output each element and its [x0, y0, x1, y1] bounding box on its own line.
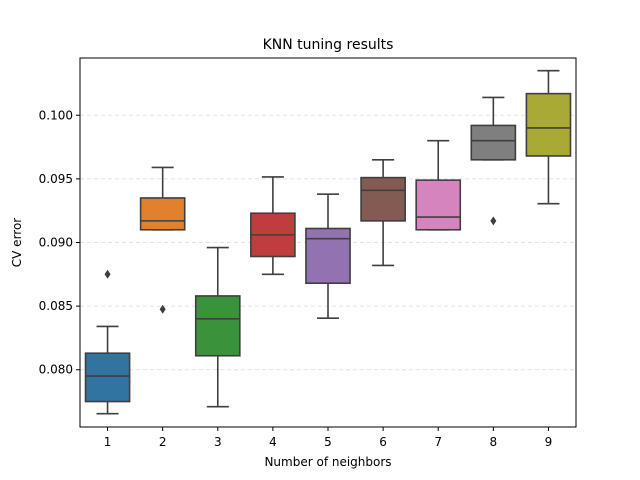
box-9 [525, 69, 572, 205]
box-iqr [525, 92, 572, 157]
box-2 [139, 166, 186, 314]
y-axis-title: CV error [10, 218, 24, 268]
y-tick-label: 0.090 [39, 236, 73, 250]
x-tick-label: 3 [214, 435, 222, 449]
x-tick-label: 7 [434, 435, 442, 449]
box-plots [84, 69, 572, 415]
box-4 [250, 176, 296, 276]
y-tick-label: 0.085 [39, 299, 73, 313]
outlier-point [490, 216, 497, 226]
y-tick-label: 0.080 [39, 363, 73, 377]
box-iqr [84, 352, 131, 403]
box-1 [84, 269, 131, 415]
box-5 [305, 193, 351, 320]
box-iqr [194, 295, 241, 357]
x-axis-ticks: 1 2 3 4 5 6 7 8 9 [104, 427, 553, 449]
x-axis-title: Number of neighbors [264, 455, 391, 469]
outlier-point [104, 269, 111, 279]
box-7 [415, 139, 462, 231]
x-tick-label: 8 [490, 435, 498, 449]
box-iqr [360, 176, 406, 222]
box-iqr [470, 124, 517, 161]
y-tick-label: 0.100 [39, 108, 73, 122]
x-tick-label: 9 [545, 435, 553, 449]
x-tick-label: 6 [379, 435, 387, 449]
box-iqr [415, 179, 462, 231]
x-tick-label: 4 [269, 435, 277, 449]
box-iqr [139, 197, 186, 231]
y-axis-ticks: 0.080 0.085 0.090 0.095 0.100 [39, 108, 80, 377]
box-iqr [305, 227, 351, 285]
y-tick-label: 0.095 [39, 172, 73, 186]
box-8 [470, 96, 517, 226]
chart-title: KNN tuning results [263, 37, 394, 53]
box-3 [194, 246, 241, 408]
outlier-point [159, 304, 166, 314]
x-tick-label: 5 [324, 435, 332, 449]
x-tick-label: 1 [104, 435, 112, 449]
x-tick-label: 2 [159, 435, 167, 449]
box-6 [360, 158, 406, 267]
